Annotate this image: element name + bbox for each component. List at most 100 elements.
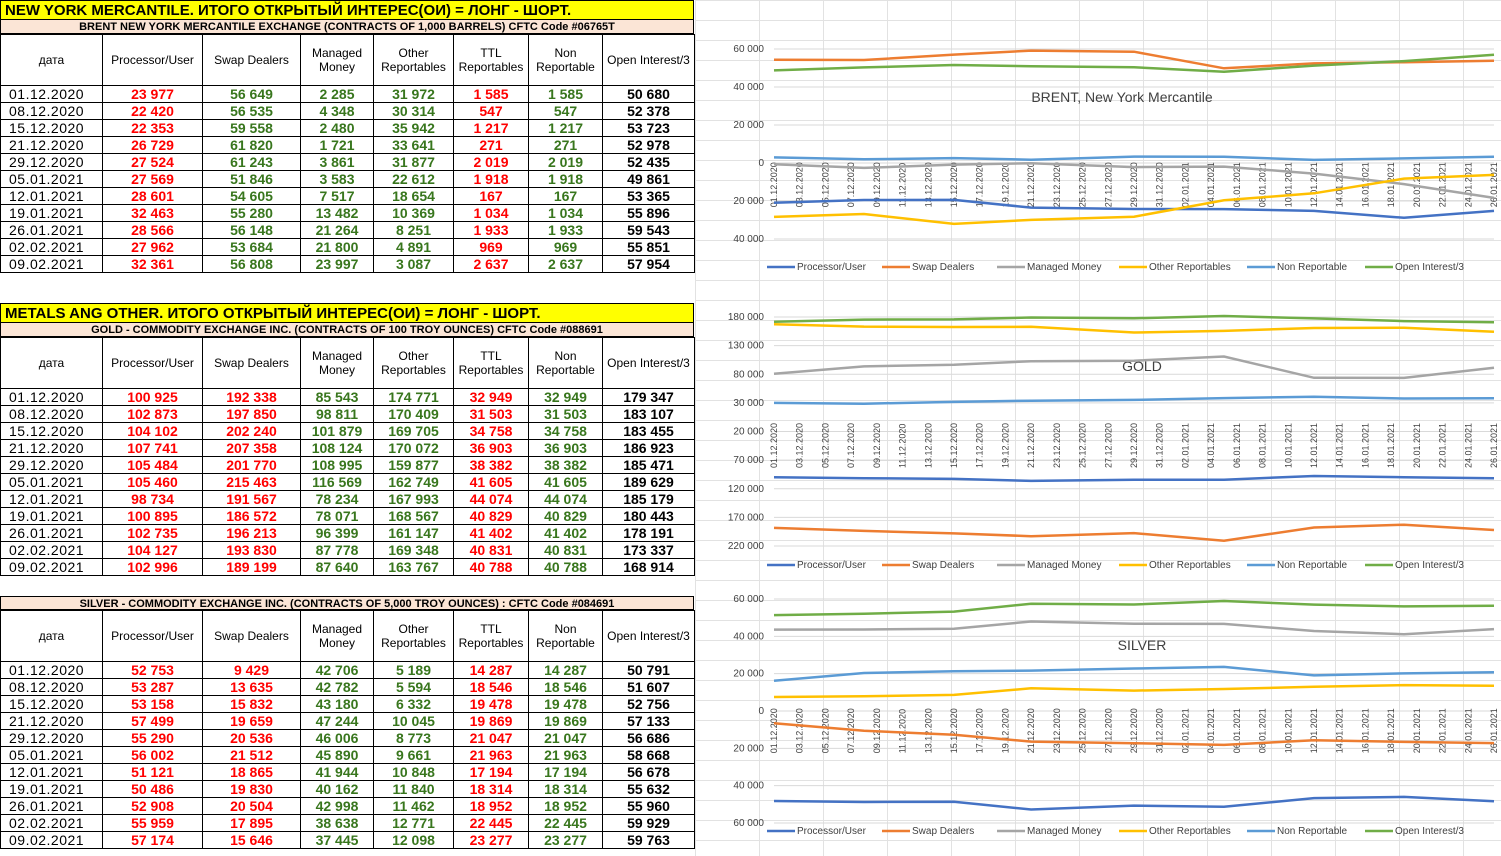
processor-cell[interactable]: 27 962	[102, 238, 203, 256]
swap-cell[interactable]: 13 635	[202, 678, 301, 696]
managed-cell[interactable]: 78 071	[300, 507, 374, 525]
processor-cell[interactable]: 23 977	[102, 85, 203, 103]
managed-cell[interactable]: 87 778	[300, 541, 374, 559]
date-cell[interactable]: 21.12.2020	[0, 439, 103, 457]
ttl-cell[interactable]: 17 194	[453, 763, 529, 781]
header-cell[interactable]: Open Interest/3	[602, 34, 695, 86]
swap-cell[interactable]: 20 536	[202, 729, 301, 747]
oi-cell[interactable]: 52 756	[602, 695, 695, 713]
oi-cell[interactable]: 56 686	[602, 729, 695, 747]
ttl-cell[interactable]: 41 605	[453, 473, 529, 491]
header-cell[interactable]: Non Reportable	[528, 34, 603, 86]
other-cell[interactable]: 170 409	[373, 405, 454, 423]
date-cell[interactable]: 01.12.2020	[0, 85, 103, 103]
managed-cell[interactable]: 42 998	[300, 797, 374, 815]
nonrep-cell[interactable]: 547	[528, 102, 603, 120]
processor-cell[interactable]: 53 158	[102, 695, 203, 713]
other-cell[interactable]: 30 314	[373, 102, 454, 120]
oi-cell[interactable]: 53 365	[602, 187, 695, 205]
date-cell[interactable]: 02.02.2021	[0, 541, 103, 559]
swap-cell[interactable]: 53 684	[202, 238, 301, 256]
swap-cell[interactable]: 215 463	[202, 473, 301, 491]
ttl-cell[interactable]: 1 034	[453, 204, 529, 222]
nonrep-cell[interactable]: 18 952	[528, 797, 603, 815]
ttl-cell[interactable]: 44 074	[453, 490, 529, 508]
nonrep-cell[interactable]: 14 287	[528, 661, 603, 679]
managed-cell[interactable]: 3 861	[300, 153, 374, 171]
header-cell[interactable]: TTL Reportables	[453, 610, 529, 662]
date-cell[interactable]: 09.02.2021	[0, 255, 103, 273]
date-cell[interactable]: 19.01.2021	[0, 507, 103, 525]
other-cell[interactable]: 168 567	[373, 507, 454, 525]
swap-cell[interactable]: 192 338	[202, 388, 301, 406]
swap-cell[interactable]: 15 832	[202, 695, 301, 713]
date-cell[interactable]: 15.12.2020	[0, 695, 103, 713]
date-cell[interactable]: 01.12.2020	[0, 661, 103, 679]
ttl-cell[interactable]: 36 903	[453, 439, 529, 457]
swap-cell[interactable]: 61 243	[202, 153, 301, 171]
header-cell[interactable]: Managed Money	[300, 337, 374, 389]
managed-cell[interactable]: 87 640	[300, 558, 374, 576]
nonrep-cell[interactable]: 34 758	[528, 422, 603, 440]
managed-cell[interactable]: 43 180	[300, 695, 374, 713]
managed-cell[interactable]: 47 244	[300, 712, 374, 730]
nonrep-cell[interactable]: 40 831	[528, 541, 603, 559]
swap-cell[interactable]: 61 820	[202, 136, 301, 154]
ttl-cell[interactable]: 1 217	[453, 119, 529, 137]
header-cell[interactable]: Open Interest/3	[602, 337, 695, 389]
ttl-cell[interactable]: 18 952	[453, 797, 529, 815]
oi-cell[interactable]: 49 861	[602, 170, 695, 188]
date-cell[interactable]: 26.01.2021	[0, 524, 103, 542]
ttl-cell[interactable]: 2 019	[453, 153, 529, 171]
oi-cell[interactable]: 179 347	[602, 388, 695, 406]
date-cell[interactable]: 12.01.2021	[0, 490, 103, 508]
date-cell[interactable]: 21.12.2020	[0, 712, 103, 730]
processor-cell[interactable]: 102 873	[102, 405, 203, 423]
date-cell[interactable]: 26.01.2021	[0, 221, 103, 239]
processor-cell[interactable]: 107 741	[102, 439, 203, 457]
swap-cell[interactable]: 59 558	[202, 119, 301, 137]
nonrep-cell[interactable]: 41 402	[528, 524, 603, 542]
nonrep-cell[interactable]: 271	[528, 136, 603, 154]
other-cell[interactable]: 10 848	[373, 763, 454, 781]
processor-cell[interactable]: 32 463	[102, 204, 203, 222]
managed-cell[interactable]: 21 800	[300, 238, 374, 256]
ttl-cell[interactable]: 969	[453, 238, 529, 256]
processor-cell[interactable]: 100 925	[102, 388, 203, 406]
date-cell[interactable]: 02.02.2021	[0, 238, 103, 256]
oi-cell[interactable]: 180 443	[602, 507, 695, 525]
oi-cell[interactable]: 183 455	[602, 422, 695, 440]
ttl-cell[interactable]: 547	[453, 102, 529, 120]
ttl-cell[interactable]: 40 831	[453, 541, 529, 559]
header-cell[interactable]: Managed Money	[300, 610, 374, 662]
processor-cell[interactable]: 57 174	[102, 831, 203, 849]
processor-cell[interactable]: 56 002	[102, 746, 203, 764]
swap-cell[interactable]: 191 567	[202, 490, 301, 508]
date-cell[interactable]: 15.12.2020	[0, 422, 103, 440]
nonrep-cell[interactable]: 969	[528, 238, 603, 256]
date-cell[interactable]: 08.12.2020	[0, 102, 103, 120]
processor-cell[interactable]: 55 959	[102, 814, 203, 832]
swap-cell[interactable]: 56 148	[202, 221, 301, 239]
nonrep-cell[interactable]: 31 503	[528, 405, 603, 423]
other-cell[interactable]: 11 462	[373, 797, 454, 815]
nonrep-cell[interactable]: 44 074	[528, 490, 603, 508]
other-cell[interactable]: 5 594	[373, 678, 454, 696]
swap-cell[interactable]: 193 830	[202, 541, 301, 559]
managed-cell[interactable]: 38 638	[300, 814, 374, 832]
date-cell[interactable]: 29.12.2020	[0, 729, 103, 747]
processor-cell[interactable]: 102 996	[102, 558, 203, 576]
processor-cell[interactable]: 27 569	[102, 170, 203, 188]
processor-cell[interactable]: 51 121	[102, 763, 203, 781]
processor-cell[interactable]: 104 127	[102, 541, 203, 559]
other-cell[interactable]: 31 972	[373, 85, 454, 103]
swap-cell[interactable]: 15 646	[202, 831, 301, 849]
processor-cell[interactable]: 105 460	[102, 473, 203, 491]
swap-cell[interactable]: 207 358	[202, 439, 301, 457]
date-cell[interactable]: 09.02.2021	[0, 831, 103, 849]
other-cell[interactable]: 11 840	[373, 780, 454, 798]
oi-cell[interactable]: 52 378	[602, 102, 695, 120]
swap-cell[interactable]: 55 280	[202, 204, 301, 222]
managed-cell[interactable]: 116 569	[300, 473, 374, 491]
managed-cell[interactable]: 1 721	[300, 136, 374, 154]
